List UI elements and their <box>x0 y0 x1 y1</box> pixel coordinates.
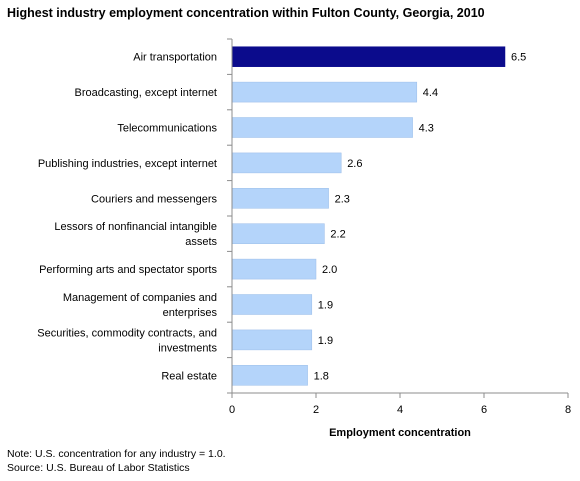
axes-group: 0 2 4 6 8 <box>227 38 571 416</box>
value-label-2: 4.3 <box>419 123 434 135</box>
x-tick-label-4: 8 <box>565 404 571 416</box>
value-label-0: 6.5 <box>511 52 526 64</box>
category-labels: Air transportation Broadcasting, except i… <box>37 52 217 383</box>
chart-title: Highest industry employment concentratio… <box>7 6 485 20</box>
category-label-7-line-0: Management of companies and <box>63 292 217 304</box>
value-label-5: 2.2 <box>330 229 345 241</box>
category-label-4: Couriers and messengers <box>91 193 217 205</box>
category-label-6: Performing arts and spectator sports <box>39 264 217 276</box>
x-tick-label-3: 6 <box>481 404 487 416</box>
category-label-8-line-1: investments <box>158 342 217 354</box>
bar-9 <box>231 365 308 386</box>
category-label-1: Broadcasting, except internet <box>75 87 217 99</box>
value-label-1: 4.4 <box>423 87 438 99</box>
category-label-0: Air transportation <box>133 52 217 64</box>
bar-7 <box>231 294 313 315</box>
category-label-3: Publishing industries, except internet <box>38 158 217 170</box>
category-label-7-line-1: enterprises <box>163 307 218 319</box>
bar-3 <box>231 152 342 174</box>
bar-4 <box>231 188 329 209</box>
value-label-7: 1.9 <box>318 300 333 312</box>
bar-6 <box>231 258 317 280</box>
bar-1 <box>231 81 418 103</box>
category-label-5-line-0: Lessors of nonfinancial intangible <box>54 221 217 233</box>
chart-note: Note: U.S. concentration for any industr… <box>7 448 226 460</box>
bar-5 <box>231 223 325 244</box>
category-label-8-line-0: Securities, commodity contracts, and <box>37 327 217 339</box>
value-label-9: 1.8 <box>314 370 329 382</box>
category-label-9: Real estate <box>161 370 217 382</box>
x-tick-label-2: 4 <box>397 404 403 416</box>
category-label-2: Telecommunications <box>117 123 217 135</box>
value-label-3: 2.6 <box>347 158 362 170</box>
bar-8 <box>231 329 313 351</box>
value-label-6: 2.0 <box>322 264 337 276</box>
bars-group <box>231 46 506 386</box>
value-label-4: 2.3 <box>335 193 350 205</box>
chart-source: Source: U.S. Bureau of Labor Statistics <box>7 462 190 474</box>
bar-2 <box>231 117 413 138</box>
x-axis-title: Employment concentration <box>329 427 471 439</box>
x-tick-label-1: 2 <box>313 404 319 416</box>
bar-0 <box>231 46 506 67</box>
value-labels: 6.5 4.4 4.3 2.6 2.3 2.2 2.0 1.9 1.9 1.8 <box>314 52 527 383</box>
category-label-5-line-1: assets <box>185 236 217 248</box>
x-tick-label-0: 0 <box>229 404 235 416</box>
value-label-8: 1.9 <box>318 335 333 347</box>
